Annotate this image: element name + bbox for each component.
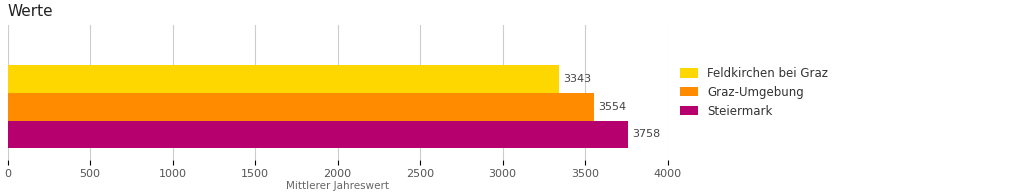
Bar	[7, 93, 594, 121]
Text: Werte: Werte	[7, 4, 53, 19]
Text: 3554: 3554	[598, 102, 626, 112]
Text: 3343: 3343	[564, 74, 591, 84]
Bar	[7, 121, 628, 148]
Text: 3758: 3758	[632, 129, 660, 139]
Bar	[7, 65, 560, 93]
X-axis label: Mittlerer Jahreswert: Mittlerer Jahreswert	[286, 181, 389, 191]
Legend: Feldkirchen bei Graz, Graz-Umgebung, Steiermark: Feldkirchen bei Graz, Graz-Umgebung, Ste…	[680, 67, 829, 118]
